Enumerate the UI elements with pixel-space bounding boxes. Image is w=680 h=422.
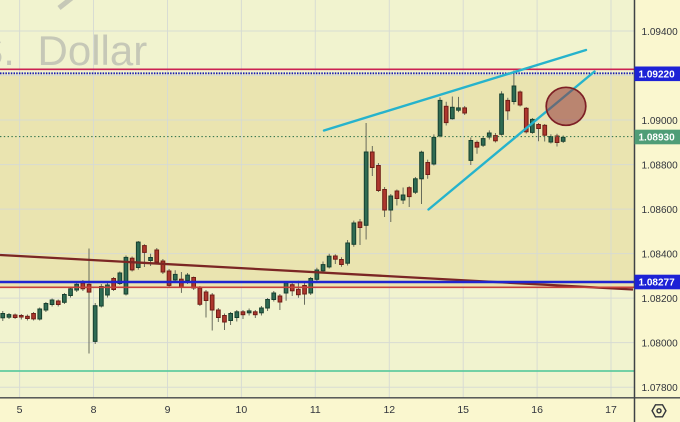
svg-text:1.07800: 1.07800 bbox=[642, 383, 679, 394]
svg-text:1.08600: 1.08600 bbox=[642, 205, 679, 216]
svg-text:1.09000: 1.09000 bbox=[642, 116, 679, 127]
svg-text:Dollar: Dollar bbox=[38, 27, 148, 74]
svg-text:5: 5 bbox=[17, 404, 23, 416]
svg-text:1.09220: 1.09220 bbox=[639, 69, 676, 80]
svg-text:1.08930: 1.08930 bbox=[639, 133, 676, 144]
svg-text:S.: S. bbox=[0, 28, 15, 74]
svg-text:9: 9 bbox=[165, 404, 171, 416]
svg-text:1.08400: 1.08400 bbox=[642, 250, 679, 261]
svg-text:10: 10 bbox=[236, 404, 248, 416]
svg-text:15: 15 bbox=[457, 404, 469, 416]
svg-text:1.08200: 1.08200 bbox=[642, 294, 679, 305]
svg-text:12: 12 bbox=[383, 404, 395, 416]
svg-text:11: 11 bbox=[310, 404, 321, 416]
svg-text:8: 8 bbox=[91, 404, 97, 416]
svg-text:1.09400: 1.09400 bbox=[642, 27, 679, 38]
svg-text:17: 17 bbox=[605, 404, 617, 416]
svg-text:1.08800: 1.08800 bbox=[642, 161, 679, 172]
svg-text:16: 16 bbox=[531, 404, 543, 416]
svg-text:1.08277: 1.08277 bbox=[639, 278, 676, 289]
svg-text:1.08000: 1.08000 bbox=[642, 339, 679, 350]
